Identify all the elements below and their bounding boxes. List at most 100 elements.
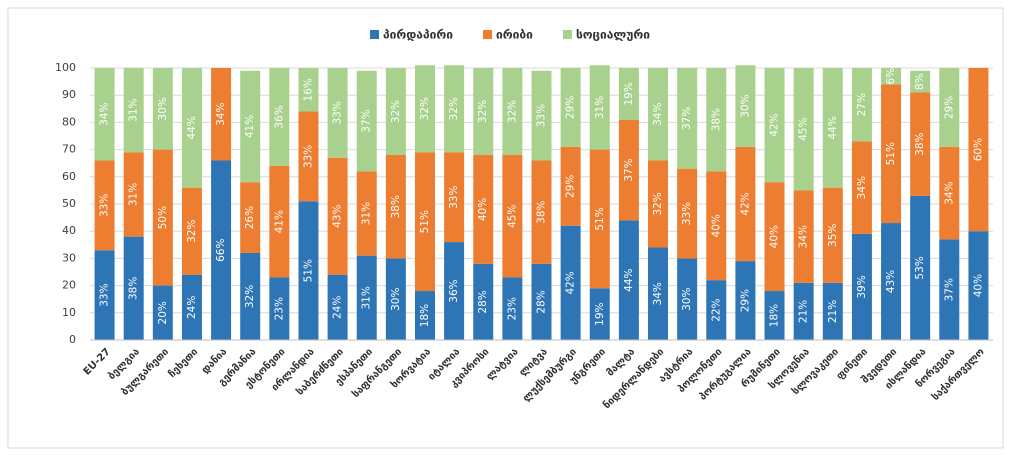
y-tick-label: 80	[62, 115, 76, 128]
bar-segment	[211, 160, 232, 340]
data-label: 37%	[361, 109, 373, 132]
data-label: 51%	[302, 259, 314, 282]
bar-segment	[677, 168, 698, 259]
data-label: 33%	[448, 186, 460, 209]
bar-segment	[152, 68, 173, 150]
data-label: 29%	[565, 96, 577, 119]
bar-segment	[589, 149, 610, 289]
y-tick-label: 50	[62, 197, 76, 210]
bar-segment	[211, 68, 232, 161]
bar-segment	[706, 68, 727, 172]
data-label: 53%	[914, 256, 926, 279]
data-label: 33%	[99, 283, 111, 306]
bar-segment	[444, 65, 465, 153]
data-label: 20%	[157, 301, 169, 324]
data-label: 37%	[681, 107, 693, 130]
data-label: 30%	[390, 288, 402, 311]
data-label: 21%	[798, 300, 810, 323]
data-label: 8%	[914, 73, 926, 90]
bar-segment	[531, 160, 552, 264]
bar-segment	[822, 68, 843, 188]
bar-segment	[444, 152, 465, 243]
data-label: 45%	[798, 118, 810, 141]
bar-segment	[123, 152, 144, 237]
data-label: 38%	[128, 277, 140, 300]
bar-segment	[968, 68, 989, 232]
bar-segment	[473, 263, 494, 340]
bar-segment	[94, 68, 115, 161]
bar-segment	[94, 250, 115, 340]
data-label: 18%	[769, 304, 781, 327]
data-label: 32%	[652, 192, 664, 215]
data-label: 31%	[361, 286, 373, 309]
bar-segment	[851, 68, 872, 142]
data-label: 28%	[536, 290, 548, 313]
bar-segment	[822, 187, 843, 283]
bar-segment	[414, 152, 435, 292]
data-label: 36%	[448, 279, 460, 302]
bar-segment	[764, 68, 785, 183]
bar-segment	[123, 236, 144, 340]
data-label: 30%	[157, 97, 169, 120]
bar-segment	[618, 220, 639, 340]
bar-segment	[385, 68, 406, 156]
bar-segment	[94, 160, 115, 251]
data-label: 29%	[565, 175, 577, 198]
data-label: 42%	[565, 271, 577, 294]
bar-segment	[648, 160, 669, 248]
data-label: 40%	[477, 198, 489, 221]
y-tick-label: 10	[62, 306, 76, 319]
bar-segment	[385, 258, 406, 340]
bar-segment	[968, 231, 989, 340]
data-label: 33%	[681, 202, 693, 225]
bar-segment	[123, 68, 144, 153]
bar-segment	[735, 261, 756, 340]
data-label: 33%	[536, 104, 548, 127]
data-label: 24%	[186, 296, 198, 319]
data-label: 34%	[652, 282, 664, 305]
bar-segment	[910, 195, 931, 340]
data-label: 32%	[419, 97, 431, 120]
data-label: 31%	[594, 96, 606, 119]
data-label: 44%	[623, 268, 635, 291]
bar-segment	[298, 111, 319, 202]
bar-segment	[560, 146, 581, 226]
bar-segment	[473, 68, 494, 156]
data-label: 23%	[506, 297, 518, 320]
bar-segment	[793, 68, 814, 191]
data-label: 39%	[856, 275, 868, 298]
bar-segment	[764, 291, 785, 340]
bar-segment	[181, 68, 202, 188]
data-label: 31%	[128, 183, 140, 206]
bar-segment	[531, 263, 552, 340]
data-label: 34%	[798, 225, 810, 248]
data-label: 32%	[506, 100, 518, 123]
bar-segment	[560, 68, 581, 147]
bar-segment	[152, 149, 173, 286]
data-label: 42%	[769, 113, 781, 136]
legend-swatch	[370, 30, 379, 39]
data-label: 30%	[681, 288, 693, 311]
y-tick-label: 100	[55, 61, 76, 74]
data-label: 37%	[623, 158, 635, 181]
bar-segment	[822, 282, 843, 340]
data-label: 33%	[332, 101, 344, 124]
bar-segment	[298, 68, 319, 112]
bar-segment	[851, 233, 872, 340]
bar-segment	[152, 285, 173, 340]
bar-segment	[706, 171, 727, 281]
data-label: 41%	[273, 210, 285, 233]
data-label: 19%	[594, 302, 606, 325]
data-label: 40%	[972, 274, 984, 297]
bar-segment	[473, 155, 494, 264]
data-label: 36%	[273, 105, 285, 128]
data-label: 37%	[943, 278, 955, 301]
data-label: 6%	[885, 68, 897, 85]
data-label: 60%	[972, 138, 984, 161]
bar-segment	[881, 84, 902, 224]
bar-segment	[735, 65, 756, 147]
y-tick-label: 90	[62, 88, 76, 101]
bar-segment	[356, 70, 377, 172]
data-label: 16%	[302, 78, 314, 101]
data-label: 21%	[827, 300, 839, 323]
